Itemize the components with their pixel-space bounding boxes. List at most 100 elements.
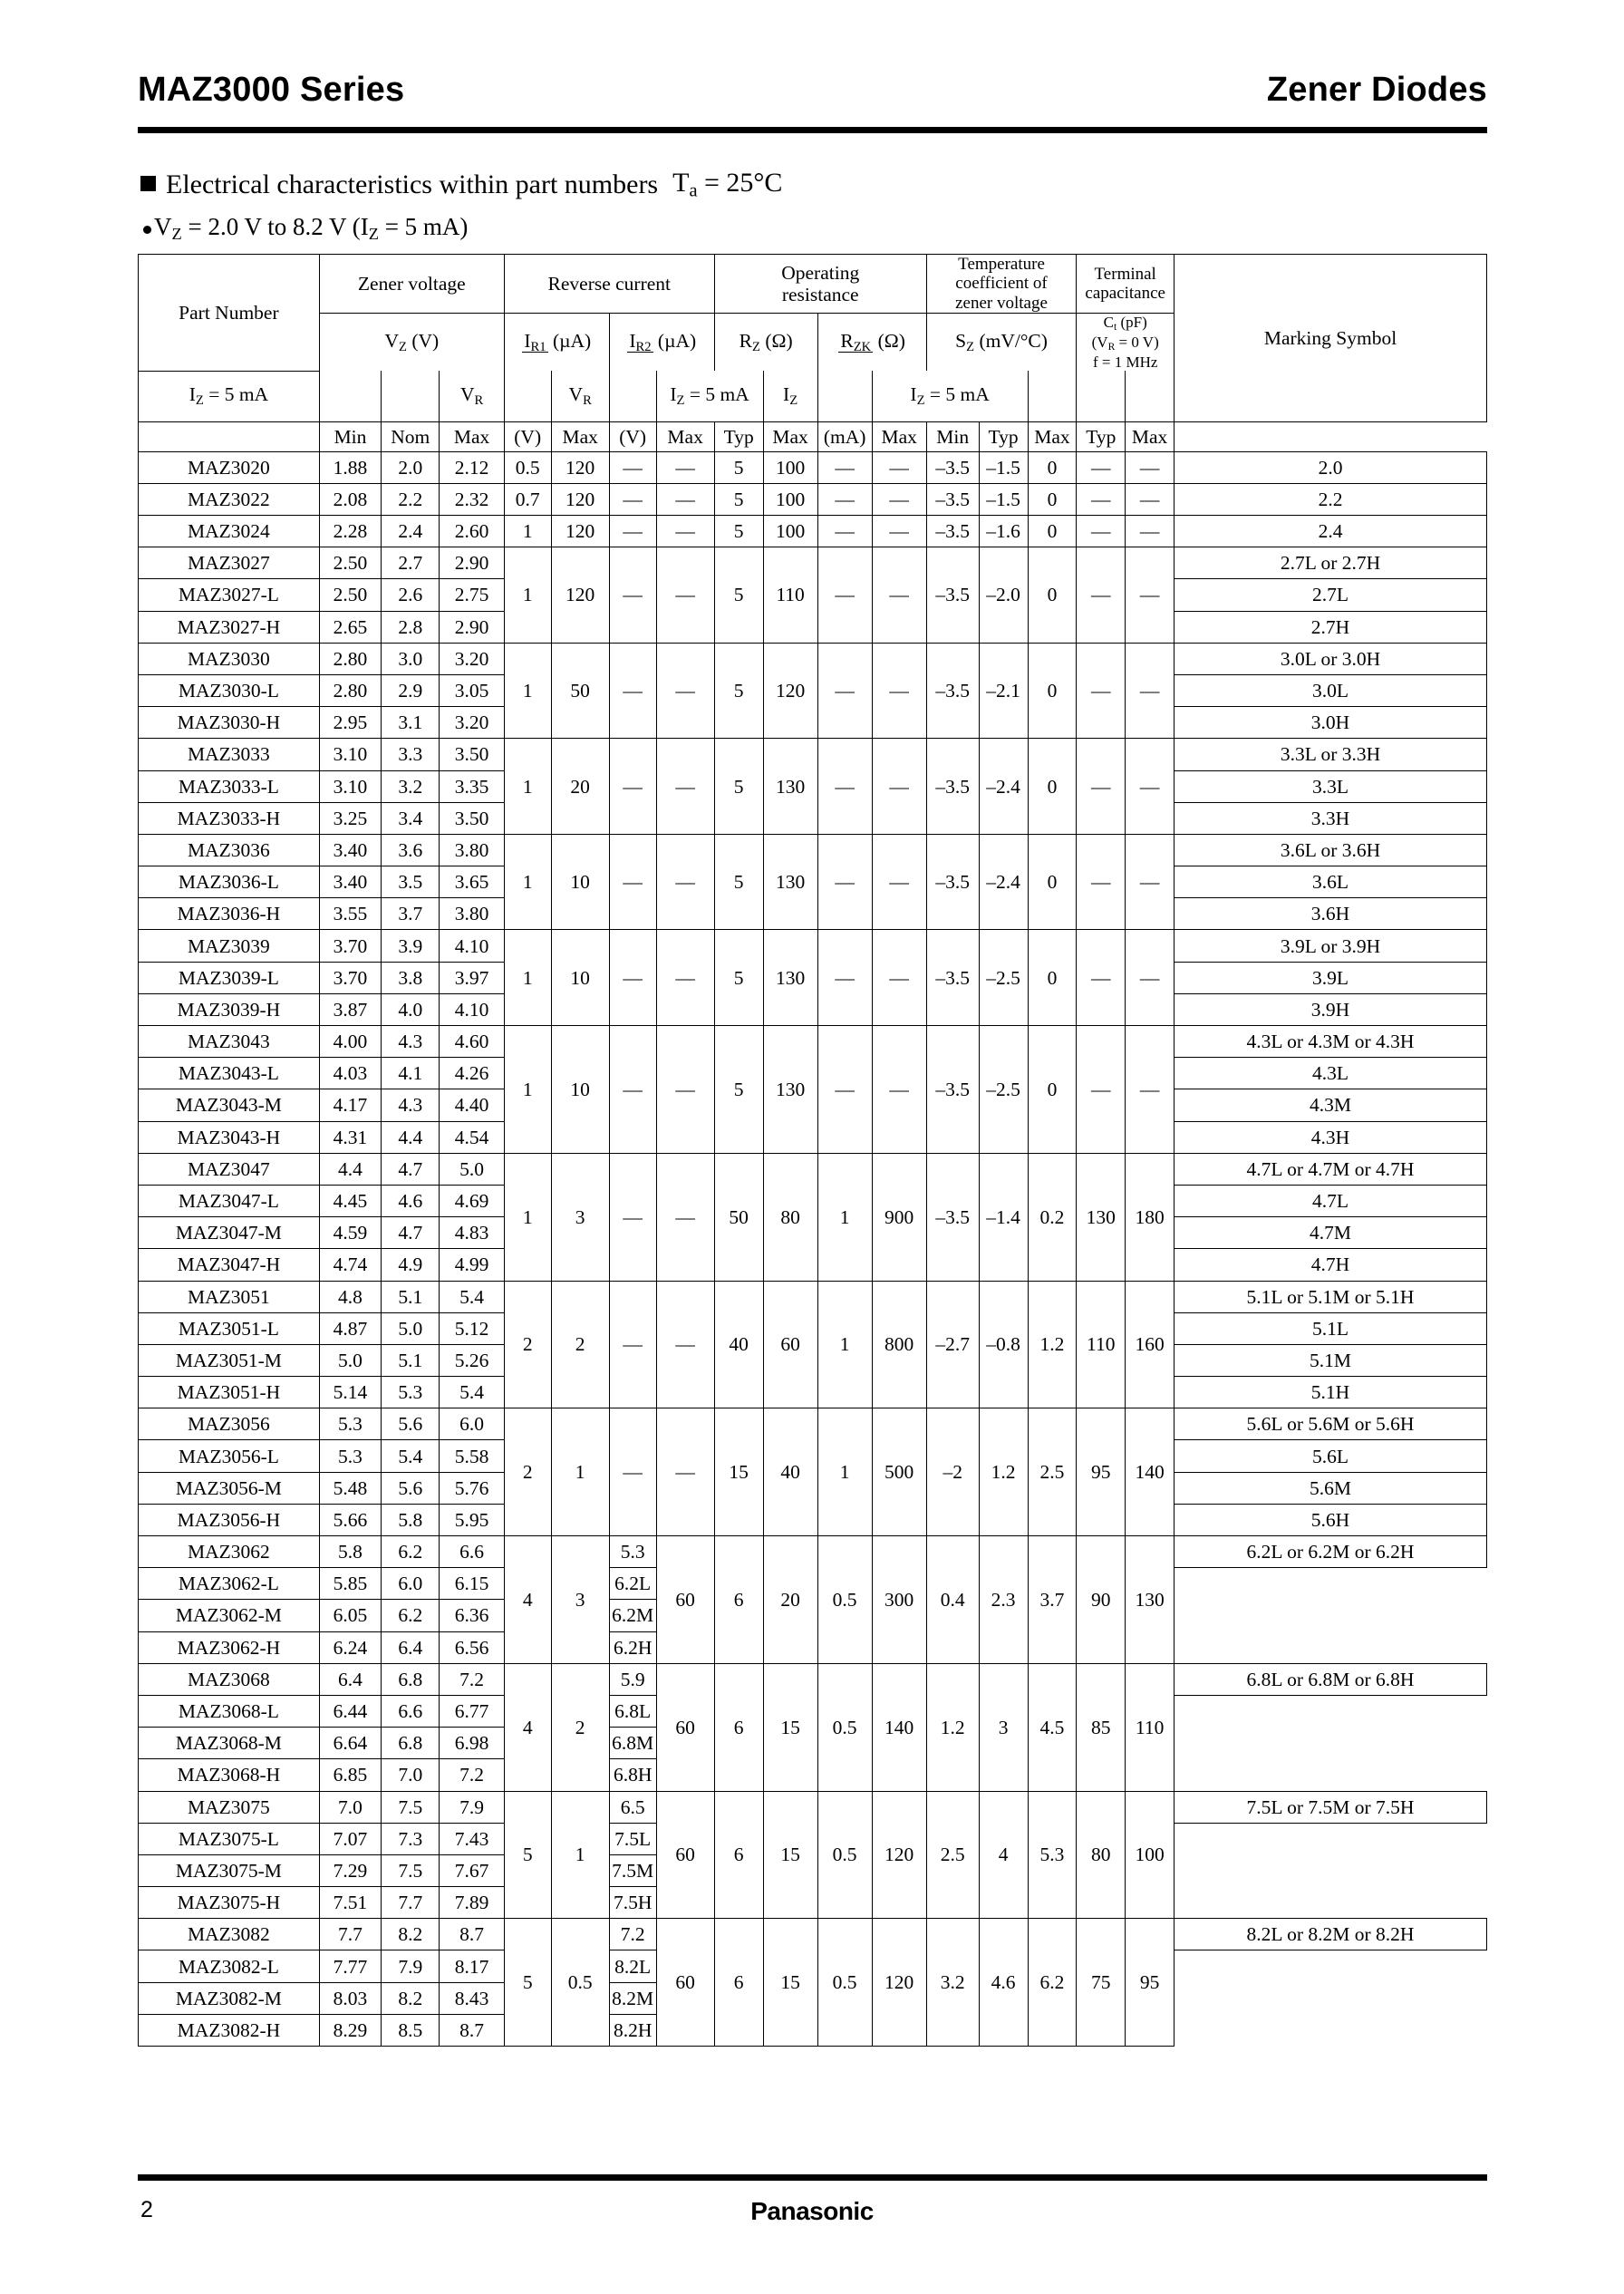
cell-vz-max: 6.6 (439, 1535, 505, 1569)
product-category-title: Zener Diodes (1266, 71, 1487, 109)
cell-vz-min: 4.31 (318, 1120, 382, 1154)
cell-vz-max: 3.80 (439, 833, 505, 867)
table-row: MAZ3056 5.3 5.6 6.0 2 1— —15 40 1 500 –2 1.2 2.5 95 14… (138, 1408, 1487, 1537)
cell-ir1-vr: 1 (503, 833, 552, 931)
subheader-ir2-unit: IR2 (µA) (608, 312, 715, 372)
cell-vz-max: 8.17 (439, 1950, 505, 1983)
cell-part-number: MAZ3075-L (138, 1822, 320, 1855)
cell-rz-typ: 40 (713, 1280, 764, 1409)
cell-vz-min: 3.40 (318, 833, 382, 867)
subheader-rz-cond: IZ = 5 mA (655, 371, 764, 422)
table-row: MAZ3062-M 6.05 6.2 6.36 6.2M (138, 1599, 1487, 1632)
cell-rz-max: 130 (762, 929, 818, 1027)
cell-ct-typ: — (1076, 547, 1126, 644)
cell-sz-min: –3.5 (925, 833, 980, 931)
cell-ir1-vr: 5 (503, 1790, 552, 1920)
cell-vz-max: 3.97 (439, 961, 505, 994)
cell-rzk-iz: 1 (817, 1408, 873, 1537)
cell-sz-typ: –1.4 (978, 1152, 1029, 1282)
table-row: MAZ3039-H 3.87 4.0 4.10 3.9H (138, 992, 1487, 1027)
cell-part-number: MAZ3039 (138, 929, 320, 963)
cell-vz-nom: 4.4 (381, 1120, 440, 1154)
cell-rz-max: 15 (762, 1790, 818, 1920)
cell-ir1-vr: 1 (503, 642, 552, 740)
cell-rz-typ: 5 (713, 515, 764, 548)
cell-sz-typ: –1.6 (978, 515, 1029, 548)
electrical-characteristics-table: Part Number Zener voltage Reverse curren… (138, 254, 1487, 2047)
cell-ir2-max: 60 (655, 1918, 715, 2047)
cell-part-number: MAZ3030 (138, 642, 320, 675)
cell-ct-typ: — (1076, 1025, 1126, 1154)
cell-ct-max: — (1125, 1025, 1175, 1154)
cell-vz-nom: 7.5 (381, 1790, 440, 1824)
cell-marking-symbol: 3.6L (1174, 866, 1487, 899)
cell-vz-max: 2.90 (439, 547, 505, 580)
cell-ir1-max: 0.5 (550, 1918, 610, 2047)
cell-vz-min: 4.03 (318, 1057, 382, 1090)
cell-ct-typ: 75 (1076, 1918, 1126, 2047)
cell-rz-max: 80 (762, 1152, 818, 1282)
cell-part-number: MAZ3082-M (138, 1981, 320, 2015)
cell-vz-nom: 4.3 (381, 1089, 440, 1122)
cell-part-number: MAZ3033-L (138, 770, 320, 803)
cell-sz-typ: –1.5 (978, 450, 1029, 484)
cell-ir2-max: — (655, 450, 715, 484)
cell-sz-min: –3.5 (925, 1152, 980, 1282)
cell-sz-min: 0.4 (925, 1535, 980, 1664)
cell-vz-nom: 3.8 (381, 961, 440, 994)
table-row: MAZ3047 4.4 4.7 5.0 1 3— —50 80 1 900 –3.5 –1.4 0.2 1… (138, 1152, 1487, 1282)
table-row: MAZ3075-H 7.51 7.7 7.89 7.5H (138, 1886, 1487, 1920)
spacer-ir1 (503, 371, 552, 422)
cell-vz-nom: 5.1 (381, 1280, 440, 1313)
cell-ir1-vr: 5 (503, 1918, 552, 2047)
subheader-vz-max: Max (439, 421, 505, 452)
cell-rz-max: 110 (762, 547, 818, 644)
cell-rzk-max: — (871, 450, 927, 484)
cell-ct-max: 100 (1125, 1790, 1175, 1920)
cell-vz-nom: 2.8 (381, 610, 440, 644)
cell-vz-nom: 5.0 (381, 1312, 440, 1345)
table-row: MAZ3043-H 4.31 4.4 4.54 4.3H (138, 1120, 1487, 1154)
cell-vz-min: 5.14 (318, 1376, 382, 1409)
cell-vz-max: 6.98 (439, 1727, 505, 1760)
col-group-terminal-capacitance: Terminal capacitance (1076, 254, 1175, 314)
subheader-rzk-max: Max (871, 421, 927, 452)
cell-rz-typ: 6 (713, 1535, 764, 1664)
cell-vz-nom: 3.2 (381, 770, 440, 803)
table-row: MAZ3068-H 6.85 7.0 7.2 6.8H (138, 1758, 1487, 1792)
cell-rz-max: 130 (762, 833, 818, 931)
cell-ir1-max: 2 (550, 1280, 610, 1409)
subheader-ir2-vr: VR (550, 371, 610, 422)
cell-vz-min: 3.70 (318, 929, 382, 963)
cell-vz-nom: 5.8 (381, 1503, 440, 1537)
cell-sz-typ: –2.4 (978, 833, 1029, 931)
cell-part-number: MAZ3033-H (138, 801, 320, 835)
cell-ir2-vr: 6.5 (608, 1790, 657, 1824)
cell-rzk-iz: — (817, 929, 873, 1027)
cell-ct-max: — (1125, 547, 1175, 644)
cell-ir2-max: — (655, 515, 715, 548)
cell-sz-typ: 2.3 (978, 1535, 1029, 1664)
table-row: MAZ3075-L 7.07 7.3 7.43 7.5L (138, 1822, 1487, 1855)
cell-vz-max: 6.77 (439, 1694, 505, 1728)
cell-vz-max: 6.36 (439, 1599, 505, 1632)
cell-sz-typ: –2.5 (978, 929, 1029, 1027)
cell-vz-max: 6.56 (439, 1631, 505, 1664)
subheader-sz-min: Min (925, 421, 980, 452)
cell-rz-max: 15 (762, 1918, 818, 2047)
cell-rzk-iz: — (817, 738, 873, 835)
cell-vz-nom: 4.3 (381, 1025, 440, 1059)
cell-vz-nom: 6.0 (381, 1567, 440, 1601)
cell-ct-max: — (1125, 929, 1175, 1027)
cell-rz-max: 100 (762, 515, 818, 548)
cell-ir2-vr: 7.2 (608, 1918, 657, 1951)
table-row: MAZ3062-H 6.24 6.4 6.56 6.2H (138, 1631, 1487, 1664)
cell-sz-min: 1.2 (925, 1662, 980, 1792)
cell-vz-max: 7.89 (439, 1886, 505, 1920)
cell-sz-max: 0 (1027, 450, 1078, 484)
cell-marking-symbol: 6.8L or 6.8M or 6.8H (1174, 1662, 1487, 1696)
table-row: MAZ3024 2.28 2.4 2.60 1 120— —5 100— — –3.5 –1.6 0—… (138, 515, 1487, 548)
cell-marking-symbol: 8.2M (608, 1981, 657, 2015)
cell-vz-nom: 8.2 (381, 1918, 440, 1951)
subheader-sz-unit: SZ (mV/°C) (925, 312, 1078, 372)
